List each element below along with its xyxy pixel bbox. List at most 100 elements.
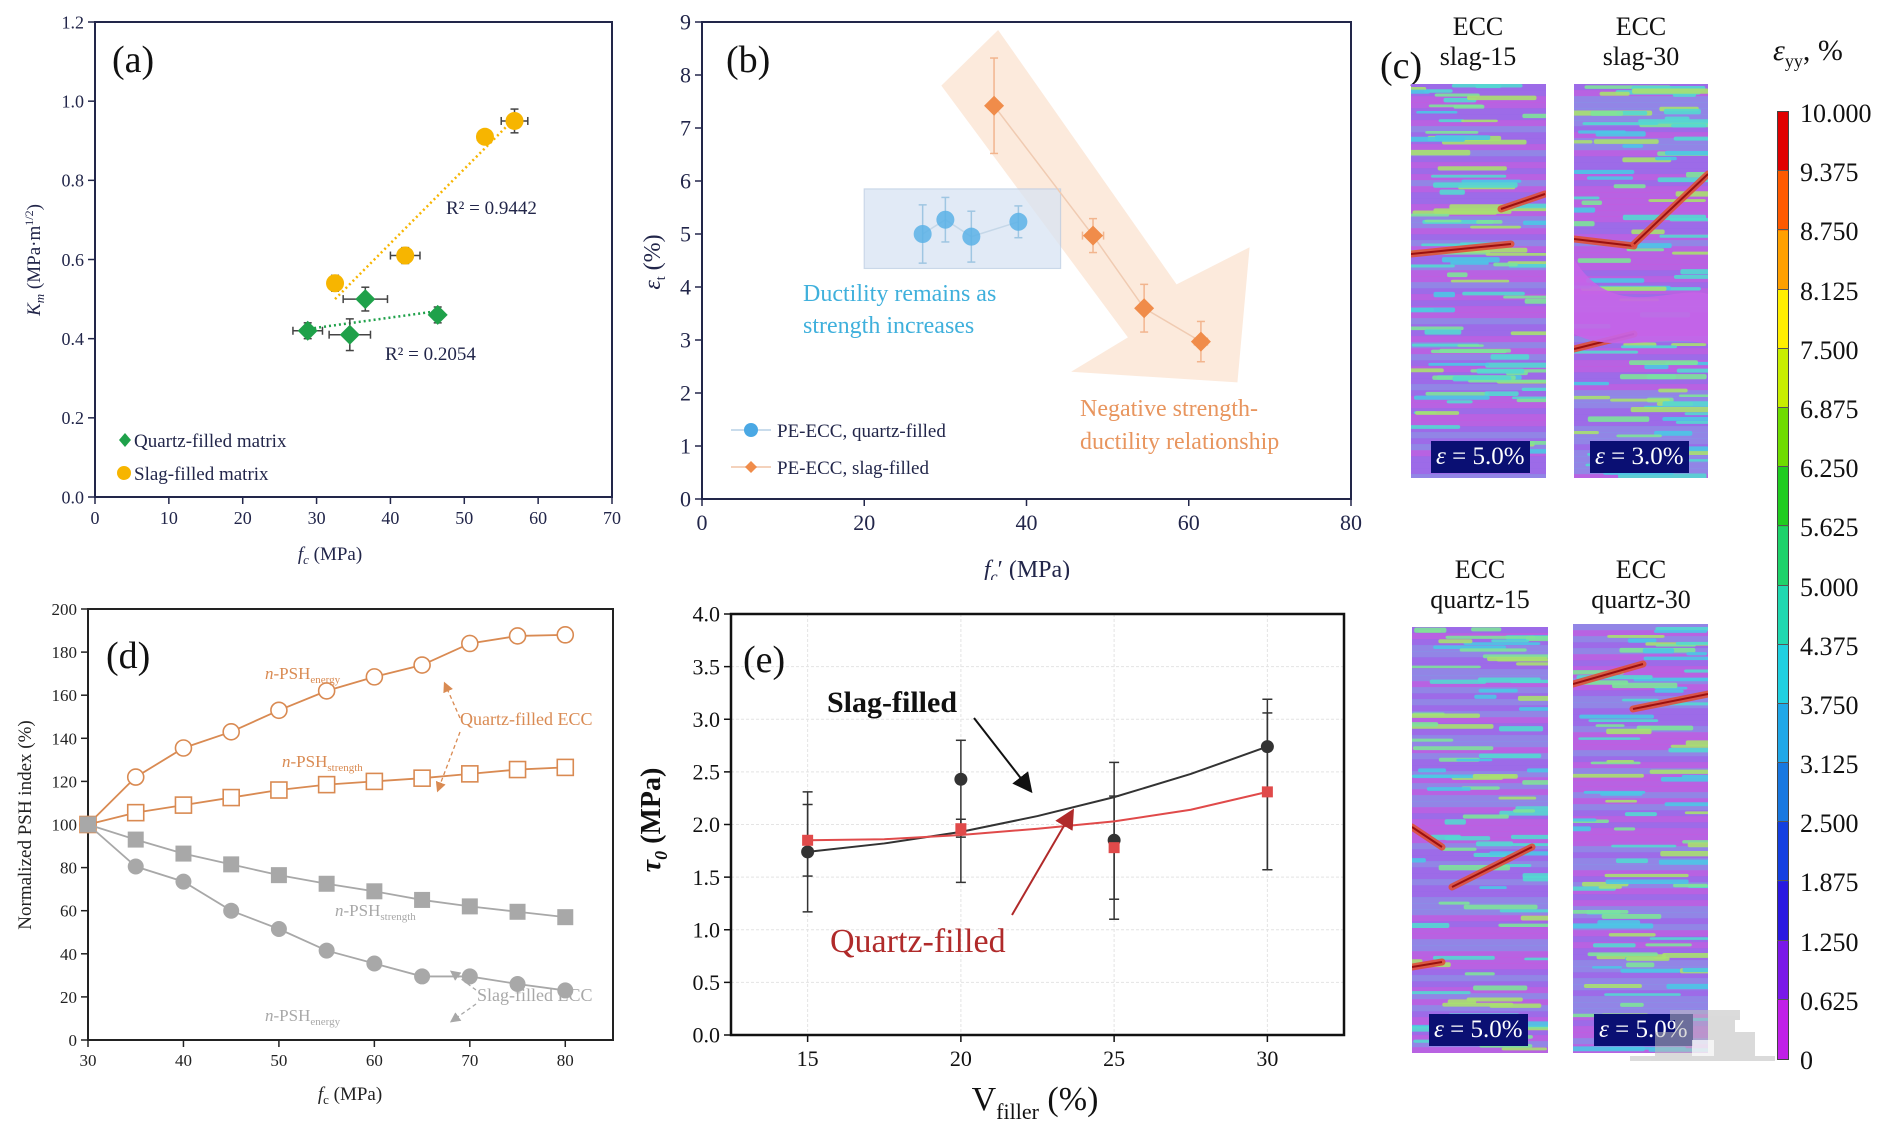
strain-band <box>1412 987 1548 994</box>
data-point-quartz <box>913 225 932 243</box>
colorbar-tick-label: 1.250 <box>1800 927 1859 957</box>
data-point <box>175 873 192 890</box>
strain-band <box>1412 657 1548 664</box>
strain-band <box>1498 726 1544 732</box>
y-tick-label: 1.0 <box>693 917 721 942</box>
strain-band <box>1573 818 1597 822</box>
x-tick-label: 50 <box>270 1051 287 1070</box>
strain-band <box>1624 812 1657 817</box>
strain-band <box>1411 126 1546 133</box>
strain-band <box>1412 699 1548 706</box>
strain-band <box>1655 627 1708 631</box>
strain-band <box>1621 698 1659 702</box>
y-tick-label: 0.8 <box>62 171 85 191</box>
strain-band <box>1597 920 1641 926</box>
strain-band <box>1574 402 1708 409</box>
strain-band <box>1411 414 1546 421</box>
x-tick-label: 40 <box>381 508 399 528</box>
strain-band <box>1612 682 1678 689</box>
strain-band <box>1684 669 1708 673</box>
strain-band <box>1664 802 1708 807</box>
strain-band <box>1655 156 1677 161</box>
strain-band <box>1573 852 1708 859</box>
strain-band <box>1573 828 1708 835</box>
legend-a: Quartz-filled matrix Slag-filled matrix <box>117 431 287 485</box>
data-point <box>175 845 192 862</box>
data-point <box>508 760 527 779</box>
strain-band <box>1622 144 1644 148</box>
strain-band <box>1450 279 1510 283</box>
data-point-quartz <box>936 210 955 229</box>
strain-band <box>1583 983 1642 989</box>
strain-band <box>1608 933 1656 937</box>
strain-band <box>1642 648 1675 654</box>
label-slag-energy: n-PSHenergy <box>265 1006 341 1028</box>
arrow-quartz-filled <box>1011 808 1075 916</box>
strain-band <box>1595 724 1625 727</box>
data-point <box>127 858 144 875</box>
strain-band <box>1412 759 1548 766</box>
legend-b: PE-ECC, quartz-filled PE-ECC, slag-fille… <box>731 421 946 479</box>
strain-band <box>1680 269 1708 275</box>
data-point <box>270 867 287 884</box>
strain-band <box>1620 345 1678 349</box>
strain-band <box>1479 886 1507 890</box>
colorbar-tick <box>1777 762 1789 764</box>
strain-band <box>1632 88 1708 94</box>
strain-band <box>1649 937 1708 940</box>
y-tick-label: 100 <box>52 815 78 834</box>
strain-band <box>1462 291 1525 296</box>
strain-band <box>1574 264 1708 271</box>
tile-title-line2: quartz-30 <box>1591 585 1691 614</box>
colorbar-tick-label: 10.000 <box>1800 99 1872 128</box>
colorbar-tick <box>1777 347 1789 349</box>
data-point <box>413 769 431 787</box>
colorbar-tick-label: 5.625 <box>1800 513 1859 543</box>
strain-band <box>1446 400 1473 404</box>
x-axis-title-b: fc′ (MPa) <box>984 557 1070 580</box>
strain-band <box>1653 630 1708 633</box>
strain-band <box>1574 126 1708 133</box>
tile-title-slag-15: ECC slag-15 <box>1393 12 1563 72</box>
tile-title-line2: slag-15 <box>1439 42 1517 71</box>
strain-band <box>1412 681 1548 688</box>
strain-band <box>1430 349 1507 354</box>
strain-band <box>1411 213 1450 217</box>
strain-band <box>1607 634 1665 638</box>
strain-band <box>1573 666 1708 673</box>
strain-band <box>1411 318 1546 325</box>
strain-band <box>1660 777 1708 782</box>
x-tick-label: 80 <box>557 1051 574 1070</box>
strain-band <box>1522 113 1546 119</box>
strain-band <box>1586 278 1645 283</box>
data-point <box>222 723 240 741</box>
y-tick-label: 3.5 <box>693 654 721 679</box>
strain-band <box>1412 891 1548 898</box>
strain-band <box>1438 901 1470 905</box>
strain-band <box>1574 207 1596 213</box>
data-point-slag <box>1134 298 1155 319</box>
strain-band <box>1412 705 1548 712</box>
strain-band <box>1415 411 1460 415</box>
colorbar-tick-label: 3.125 <box>1800 750 1859 780</box>
colorbar-tick <box>1777 584 1789 586</box>
y-tick-label: 1 <box>680 434 691 459</box>
strain-band <box>1574 270 1708 277</box>
x-tick-label: 80 <box>1340 510 1362 535</box>
annotation-ductility-1: Ductility remains as <box>803 281 996 307</box>
strain-band <box>1577 258 1631 263</box>
strain-band <box>1573 834 1708 841</box>
strain-band <box>1574 114 1708 121</box>
label-slag-group: Slag-filled ECC <box>477 985 593 1005</box>
y-tick-label: 180 <box>52 643 78 662</box>
strain-band <box>1444 819 1466 825</box>
colorbar-tick <box>1777 643 1789 645</box>
data-point <box>413 656 431 674</box>
y-axis-title-b: εt (%) <box>640 234 669 289</box>
strain-band <box>1478 753 1542 759</box>
y-tick-label: 1.0 <box>62 91 85 111</box>
strain-band <box>1411 288 1546 295</box>
highlight-box-quartz <box>863 188 1062 270</box>
data-point-quartz <box>427 304 448 325</box>
colorbar-tick-label: 0 <box>1800 1046 1813 1075</box>
